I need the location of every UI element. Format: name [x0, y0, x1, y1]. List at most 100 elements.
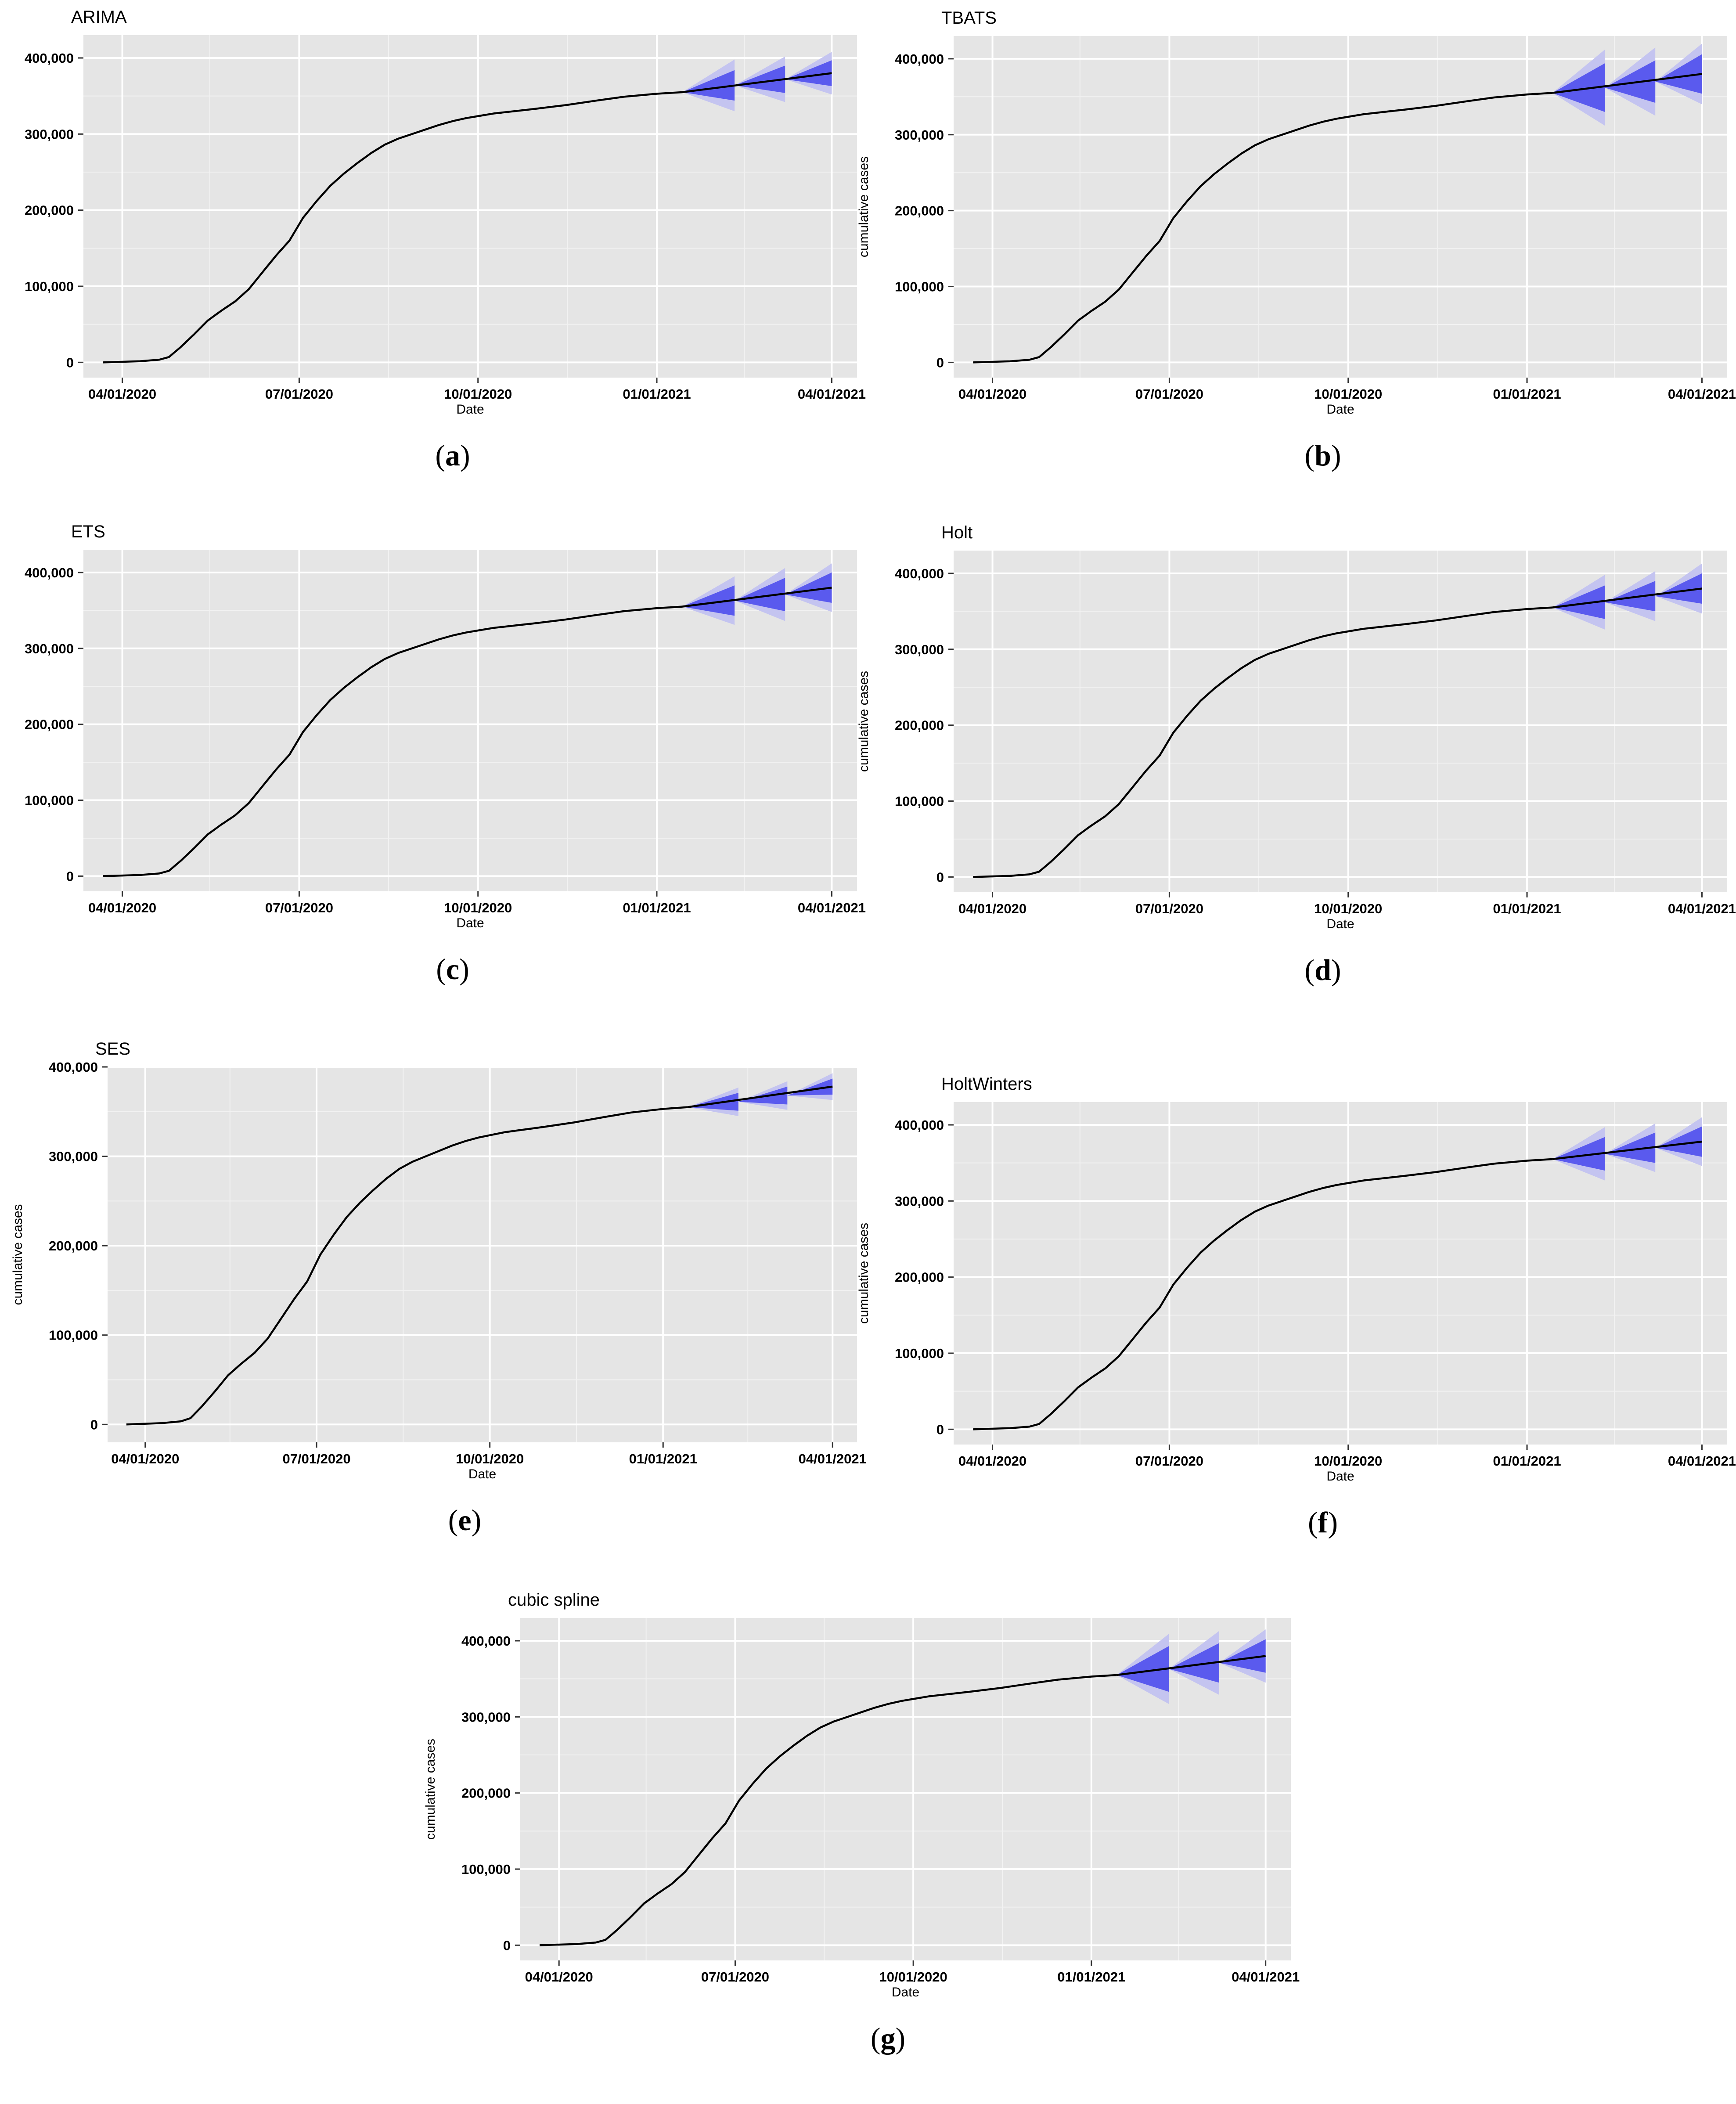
y-axis-title: cumulative cases [857, 1223, 871, 1324]
x-tick-label: 04/01/2021 [1668, 386, 1736, 402]
x-tick-label: 01/01/2021 [629, 1451, 697, 1466]
x-tick-label: 10/01/2020 [444, 386, 512, 402]
y-tick-label: 400,000 [49, 1059, 98, 1075]
chart-title: TBATS [941, 8, 997, 28]
x-tick-label: 07/01/2020 [265, 900, 333, 915]
forecast-band-inner [735, 65, 785, 93]
x-tick-label: 04/01/2021 [798, 386, 866, 402]
y-tick-label: 0 [66, 355, 74, 370]
x-tick-label: 04/01/2020 [88, 386, 156, 402]
x-tick-label: 04/01/2020 [88, 900, 156, 915]
chart-title: cubic spline [508, 1590, 600, 1610]
y-tick-label: 300,000 [895, 642, 944, 657]
x-tick-label: 10/01/2020 [1314, 1453, 1382, 1469]
x-tick-label: 04/01/2021 [1668, 1453, 1736, 1469]
y-tick-label: 100,000 [25, 793, 74, 808]
x-tick-label: 04/01/2021 [798, 900, 866, 915]
y-tick-label: 100,000 [895, 794, 944, 809]
forecast-mean-line [682, 587, 832, 608]
panel-caption: (a) [435, 439, 470, 472]
x-axis-title: Date [1326, 1469, 1354, 1484]
x-tick-label: 07/01/2020 [701, 1969, 769, 1985]
x-tick-label: 07/01/2020 [282, 1451, 350, 1466]
observed-series-line [103, 91, 682, 364]
x-tick-label: 04/01/2021 [1668, 901, 1736, 916]
y-tick-label: 200,000 [895, 203, 944, 219]
forecast-band-inner [1655, 573, 1702, 604]
chart-title: Holt [941, 523, 972, 542]
panel-caption: (b) [1304, 439, 1341, 472]
forecast-band-inner [785, 572, 832, 603]
y-tick-label: 100,000 [49, 1328, 98, 1343]
chart-panel-g: cubic spline 04/01/2020 07/01/2020 10/01/20… [423, 1590, 1300, 2055]
x-tick-label: 01/01/2021 [1493, 386, 1561, 402]
forecast-band-inner [1655, 54, 1702, 94]
x-tick-label: 04/01/2020 [958, 1453, 1026, 1469]
y-tick-label: 0 [936, 869, 944, 885]
x-tick-label: 04/01/2020 [958, 901, 1026, 916]
y-tick-label: 400,000 [895, 1117, 944, 1133]
forecast-mean-line [1552, 73, 1702, 94]
chart-title: ARIMA [71, 7, 127, 27]
x-tick-label: 01/01/2021 [1057, 1969, 1125, 1985]
y-tick-label: 200,000 [25, 717, 74, 732]
observed-series-line [103, 605, 682, 877]
y-tick-label: 100,000 [895, 1346, 944, 1361]
y-axis-title: cumulative cases [857, 671, 871, 772]
x-axis-title: Date [456, 916, 484, 930]
y-axis-title: cumulative cases [11, 1204, 25, 1305]
y-tick-label: 400,000 [895, 566, 944, 581]
x-tick-label: 10/01/2020 [1314, 901, 1382, 916]
panel-caption: (e) [448, 1503, 482, 1537]
chart-panel-f: HoltWinters 04/01/2020 07/01/2020 10/01/202… [857, 1074, 1736, 1539]
forecast-band-inner [1605, 581, 1656, 612]
x-tick-label: 04/01/2021 [799, 1451, 867, 1466]
x-tick-label: 07/01/2020 [1135, 386, 1203, 402]
x-axis-title: Date [468, 1467, 496, 1481]
panel-caption: (f) [1308, 1506, 1338, 1539]
y-tick-label: 300,000 [25, 641, 74, 656]
y-tick-label: 300,000 [895, 127, 944, 143]
chart-title: HoltWinters [941, 1074, 1032, 1094]
y-tick-label: 200,000 [25, 203, 74, 218]
x-tick-label: 10/01/2020 [456, 1451, 524, 1466]
chart-panel-b: TBATS 04/01/2020 07/01/2020 10/01/2020 01/01… [857, 8, 1736, 472]
y-tick-label: 300,000 [49, 1149, 98, 1164]
y-tick-label: 100,000 [461, 1862, 511, 1877]
forecast-mean-line [687, 1085, 833, 1108]
observed-series-line [973, 92, 1552, 364]
x-tick-label: 04/01/2020 [111, 1451, 179, 1466]
forecast-band-inner [1605, 1132, 1656, 1163]
x-tick-label: 10/01/2020 [1314, 386, 1382, 402]
y-tick-label: 200,000 [895, 718, 944, 733]
y-axis-title: cumulative cases [857, 156, 871, 257]
panel-caption: (c) [436, 952, 469, 986]
y-tick-label: 200,000 [49, 1238, 98, 1254]
observed-series-line [973, 606, 1552, 878]
y-tick-label: 0 [66, 868, 74, 884]
forecast-band-inner [682, 585, 735, 616]
observed-series-line [540, 1674, 1117, 1946]
y-tick-label: 400,000 [895, 51, 944, 67]
y-tick-label: 100,000 [895, 279, 944, 295]
forecast-mean-line [682, 72, 832, 94]
x-tick-label: 07/01/2020 [1135, 901, 1203, 916]
x-tick-label: 01/01/2021 [623, 900, 691, 915]
chart-title: SES [95, 1039, 130, 1059]
forecast-band-inner [735, 577, 785, 612]
x-tick-label: 01/01/2021 [1493, 1453, 1561, 1469]
x-tick-label: 07/01/2020 [1135, 1453, 1203, 1469]
y-tick-label: 200,000 [895, 1270, 944, 1285]
x-axis-title: Date [456, 402, 484, 417]
forecast-band-inner [1655, 1126, 1702, 1157]
forecast-band-inner [682, 70, 735, 101]
y-tick-label: 400,000 [25, 50, 74, 66]
y-tick-label: 300,000 [895, 1193, 944, 1209]
forecast-mean-line [1552, 1140, 1702, 1160]
forecast-mean-line [1116, 1655, 1266, 1676]
forecast-band-inner [785, 60, 832, 86]
y-tick-label: 300,000 [461, 1709, 511, 1725]
y-tick-label: 100,000 [25, 279, 74, 294]
forecast-band-inner [1552, 585, 1605, 619]
